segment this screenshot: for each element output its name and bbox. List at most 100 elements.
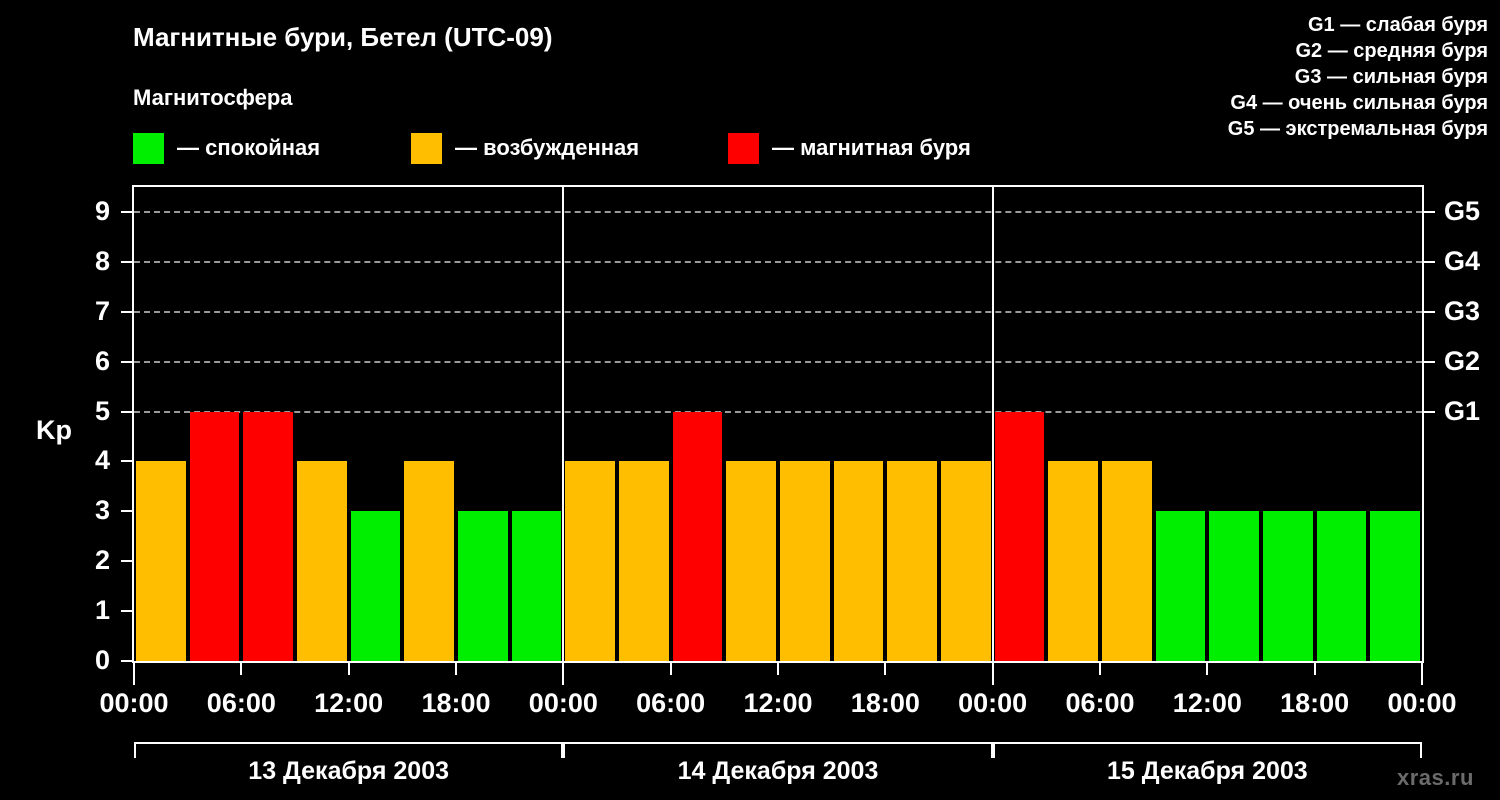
- bar[interactable]: [1048, 461, 1098, 661]
- bar[interactable]: [887, 461, 937, 661]
- bar[interactable]: [672, 411, 723, 661]
- y-axis-tick-label: 2: [94, 545, 110, 576]
- x-axis-tick-label: 06:00: [206, 688, 276, 718]
- gridline: [134, 260, 1422, 263]
- date-band-label: 14 Декабря 2003: [677, 757, 879, 785]
- g-axis-tick-label: G5: [1444, 195, 1481, 226]
- legend-item-active: — возбужденная: [411, 131, 639, 165]
- bar[interactable]: [458, 511, 508, 661]
- y-axis-tick: [121, 460, 132, 463]
- bar[interactable]: [189, 411, 240, 661]
- y-axis-tick-label: 9: [94, 195, 110, 226]
- day-separator: [562, 187, 565, 661]
- y-axis-tick-label: 4: [94, 445, 110, 476]
- orange-square-icon: [411, 132, 442, 164]
- legend-item-storm-label: — магнитная буря: [772, 135, 971, 160]
- x-axis-tick-label: 12:00: [743, 688, 813, 718]
- red-square-icon: [728, 132, 759, 164]
- date-band-cap: [990, 742, 993, 758]
- x-axis-tick: [991, 663, 994, 685]
- plot-inner: [134, 187, 1422, 661]
- date-band-cap: [561, 742, 564, 758]
- y-axis-tick-label: 3: [94, 495, 110, 526]
- y-axis-tick-label: 8: [94, 245, 110, 276]
- x-axis-tick: [1421, 663, 1423, 685]
- bar[interactable]: [833, 461, 884, 661]
- bar[interactable]: [1316, 511, 1367, 661]
- plot-area: [132, 185, 1424, 663]
- y-axis-tick: [121, 410, 132, 413]
- x-axis-tick: [884, 663, 887, 675]
- y-axis-tick-label: 6: [94, 345, 110, 376]
- x-axis-tick-label: 06:00: [636, 688, 706, 718]
- x-axis-tick: [1313, 663, 1316, 675]
- bar[interactable]: [297, 461, 347, 661]
- x-axis-tick-label: 18:00: [1280, 688, 1350, 718]
- bar[interactable]: [136, 461, 186, 661]
- gridline: [134, 310, 1422, 313]
- g-scale-row: G4 — очень сильная буря: [1058, 90, 1488, 116]
- y-axis-tick: [121, 510, 132, 513]
- bar[interactable]: [619, 461, 669, 661]
- date-band-label: 15 Декабря 2003: [1106, 757, 1308, 785]
- bar[interactable]: [404, 461, 454, 661]
- x-axis-tick: [1206, 663, 1209, 675]
- g-scale-row-label: G4 — очень сильная буря: [1230, 92, 1488, 114]
- bar[interactable]: [1263, 511, 1313, 661]
- x-axis-tick: [133, 663, 135, 685]
- y-axis-title: Kp: [36, 415, 72, 445]
- x-axis-tick-label: 18:00: [421, 688, 491, 718]
- bar[interactable]: [243, 411, 293, 661]
- date-band-cap: [1420, 742, 1422, 758]
- y-axis-tick: [121, 560, 132, 563]
- bar[interactable]: [565, 461, 615, 661]
- y-axis-tick: [121, 610, 132, 613]
- y-axis-tick: [121, 260, 132, 263]
- legend-item-quiet-label: — спокойная: [177, 135, 321, 160]
- watermark: xras.ru: [1397, 765, 1474, 790]
- bar[interactable]: [941, 461, 991, 661]
- bar[interactable]: [1370, 511, 1420, 661]
- y-axis-tick-label: 0: [94, 645, 110, 675]
- g-scale-row-label: G2 — средняя буря: [1295, 40, 1489, 62]
- x-axis-tick-label: 00:00: [958, 688, 1028, 718]
- x-axis-tick: [669, 663, 672, 675]
- g-axis-tick: [1424, 310, 1435, 313]
- x-axis-tick: [562, 663, 565, 685]
- bar[interactable]: [350, 511, 401, 661]
- bar[interactable]: [994, 411, 1045, 661]
- x-axis-tick: [347, 663, 350, 675]
- bar[interactable]: [1155, 511, 1206, 661]
- y-axis-tick-label: 1: [94, 595, 110, 626]
- gridline: [134, 360, 1422, 363]
- date-band-rule: [134, 742, 564, 744]
- date-band-cap: [992, 742, 995, 758]
- magnetosphere-heading: Магнитосфера: [133, 85, 293, 110]
- x-axis-tick-label: 06:00: [1065, 688, 1135, 718]
- legend-item-active-label: — возбужденная: [455, 135, 640, 160]
- gridline: [134, 410, 1422, 413]
- y-axis-tick: [121, 660, 132, 662]
- x-axis-tick-label: 00:00: [99, 688, 169, 718]
- g-axis-tick-label: G1: [1444, 395, 1481, 426]
- g-scale-row: G3 — сильная буря: [1058, 64, 1488, 90]
- legend-item-quiet: — спокойная: [133, 131, 320, 165]
- y-axis-tick: [121, 210, 132, 213]
- magnetosphere-legend: — спокойная — возбужденная — магнитная б…: [133, 131, 1083, 165]
- bar[interactable]: [1102, 461, 1152, 661]
- green-square-icon: [133, 132, 164, 164]
- g-scale-row-label: G5 — экстремальная буря: [1227, 118, 1488, 140]
- bar[interactable]: [511, 511, 562, 661]
- date-band-label: 13 Декабря 2003: [248, 757, 450, 785]
- bar[interactable]: [1209, 511, 1259, 661]
- x-axis-tick: [777, 663, 779, 675]
- g-axis-tick-label: G3: [1444, 295, 1481, 326]
- g-scale-row: G5 — экстремальная буря: [1058, 116, 1488, 142]
- bar[interactable]: [780, 461, 830, 661]
- day-separator: [991, 187, 994, 661]
- g-axis-tick-label: G2: [1444, 345, 1481, 376]
- date-band-rule: [563, 742, 993, 744]
- bar[interactable]: [726, 461, 776, 661]
- g-scale-row: G1 — слабая буря: [1058, 12, 1488, 38]
- y-axis-tick: [121, 310, 132, 313]
